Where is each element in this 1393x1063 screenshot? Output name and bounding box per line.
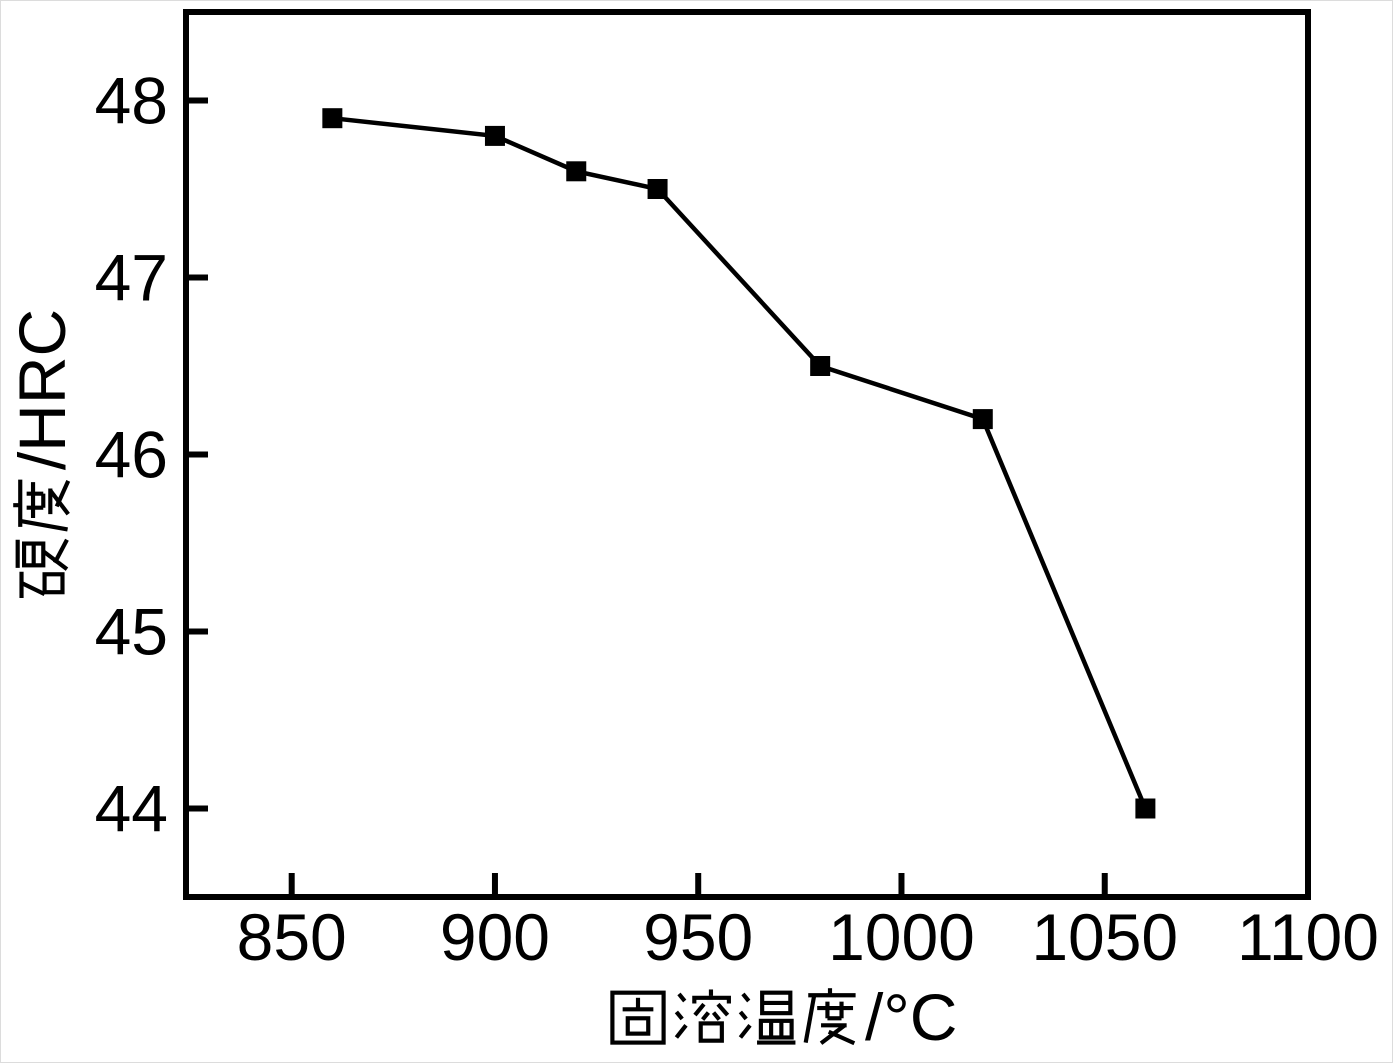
cjk-char-du-icon [803,988,856,1046]
y-tick-label: 44 [95,772,168,846]
x-axis-title-suffix: /°C [865,980,958,1054]
data-point [322,108,343,129]
x-axis-title: /°C [606,984,957,1050]
x-tick-label: 950 [643,900,753,974]
y-axis-title: /HRC [5,308,79,601]
data-point [1135,798,1156,819]
y-tick-label: 45 [95,595,168,669]
x-tick-label: 1100 [1237,900,1379,974]
cjk-char-rong-icon [674,989,731,1043]
cjk-char-ying-icon [15,538,69,598]
data-point [647,179,668,199]
x-tick-labels: 850 900 950 1000 1050 1100 [237,900,1379,974]
series-markers [322,108,1156,819]
x-tick-label: 850 [237,900,347,974]
y-tick-labels: 44 45 46 47 48 [95,64,168,846]
data-point [484,125,505,146]
x-tick-label: 1000 [828,900,975,974]
data-point [566,161,587,182]
plot-border [183,9,1311,900]
y-axis-title-suffix: /HRC [5,308,79,471]
cjk-char-gu-icon [610,990,666,1045]
y-tick-label: 46 [95,418,168,492]
y-tick-label: 47 [95,241,168,315]
y-axis-ticks [186,97,208,812]
y-tick-label: 48 [95,64,168,138]
cjk-char-wen-icon [738,990,796,1045]
data-point [972,409,993,430]
x-tick-label: 900 [440,900,550,974]
series-line [332,115,1148,810]
x-tick-label: 1050 [1031,900,1178,974]
cjk-char-du-icon [13,479,71,532]
data-point [810,356,831,376]
x-axis-ticks [288,873,1311,897]
